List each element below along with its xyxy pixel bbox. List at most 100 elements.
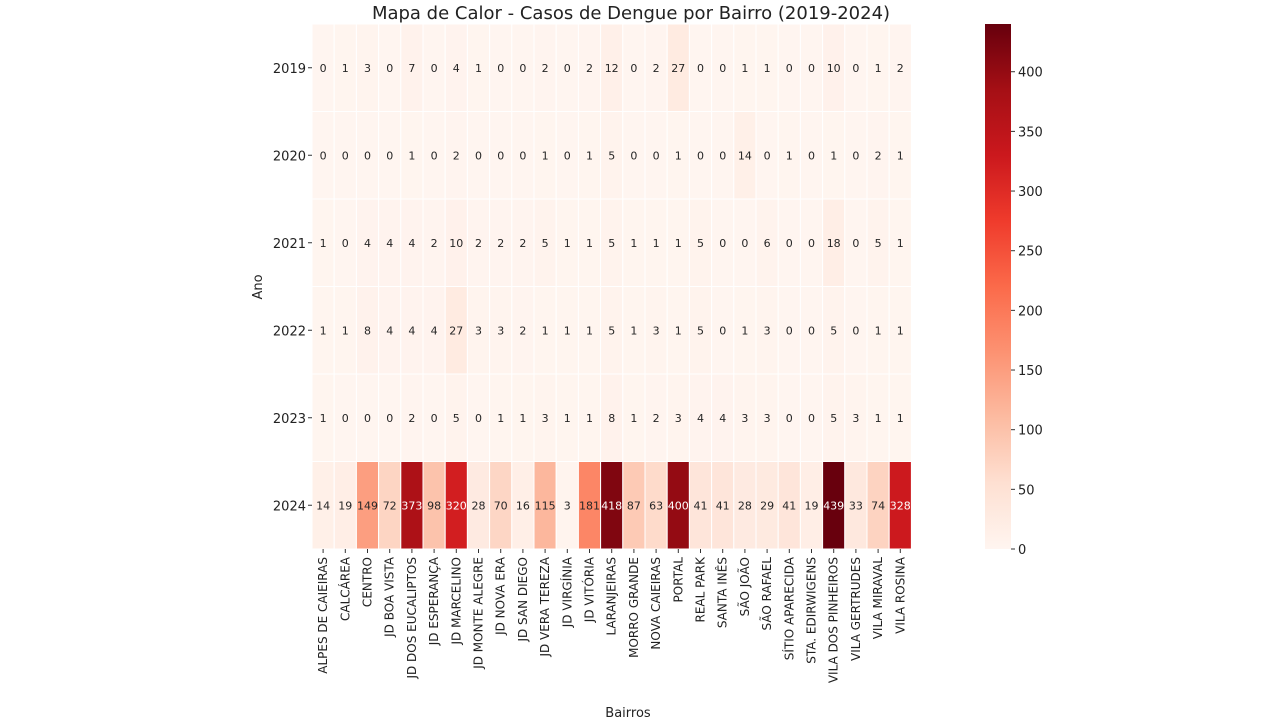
cell-value-label: 63 bbox=[649, 499, 663, 512]
x-tick-label: JD VERA TEREZA bbox=[538, 556, 552, 657]
cell-value-label: 1 bbox=[542, 324, 549, 337]
cell-value-label: 418 bbox=[601, 499, 622, 512]
cell-value-label: 5 bbox=[697, 324, 704, 337]
x-tick-label: REAL PARK bbox=[694, 556, 708, 623]
cell-value-label: 0 bbox=[719, 324, 726, 337]
cell-value-label: 41 bbox=[694, 499, 708, 512]
cell-value-label: 2 bbox=[431, 237, 438, 250]
cell-value-label: 3 bbox=[852, 412, 859, 425]
cell-value-label: 2 bbox=[475, 237, 482, 250]
cell-value-label: 5 bbox=[608, 237, 615, 250]
cell-value-label: 0 bbox=[697, 62, 704, 75]
x-tick-label: CALCÁREA bbox=[337, 556, 352, 621]
cell-value-label: 0 bbox=[431, 149, 438, 162]
cell-value-label: 1 bbox=[675, 237, 682, 250]
colorbar-tick-label: 400 bbox=[1018, 66, 1043, 81]
cell-value-label: 1 bbox=[320, 324, 327, 337]
cell-value-label: 1 bbox=[675, 324, 682, 337]
cell-value-label: 2 bbox=[453, 149, 460, 162]
cell-value-label: 8 bbox=[608, 412, 615, 425]
cell-value-label: 0 bbox=[564, 149, 571, 162]
cell-value-label: 1 bbox=[519, 412, 526, 425]
cell-value-label: 0 bbox=[786, 324, 793, 337]
cell-value-label: 2 bbox=[653, 412, 660, 425]
y-tick-label: 2021 bbox=[273, 237, 306, 252]
cell-value-label: 0 bbox=[653, 149, 660, 162]
x-tick-label: SÃO JOÃO bbox=[737, 557, 752, 616]
chart-title: Mapa de Calor - Casos de Dengue por Bair… bbox=[372, 3, 890, 24]
cell-value-label: 373 bbox=[401, 499, 422, 512]
x-tick-label: VILA GERTRUDES bbox=[849, 557, 863, 661]
cell-value-label: 1 bbox=[630, 237, 637, 250]
cell-value-label: 3 bbox=[675, 412, 682, 425]
cell-value-label: 3 bbox=[764, 412, 771, 425]
cell-value-label: 2 bbox=[897, 62, 904, 75]
cell-value-label: 1 bbox=[875, 324, 882, 337]
y-tick-label: 2024 bbox=[273, 499, 306, 514]
cell-value-label: 2 bbox=[586, 62, 593, 75]
colorbar-tick-label: 300 bbox=[1018, 185, 1043, 200]
cell-value-label: 0 bbox=[808, 412, 815, 425]
cell-value-label: 16 bbox=[516, 499, 530, 512]
cell-value-label: 5 bbox=[608, 149, 615, 162]
cell-value-label: 0 bbox=[719, 149, 726, 162]
cell-value-label: 27 bbox=[449, 324, 463, 337]
cell-value-label: 2 bbox=[408, 412, 415, 425]
cell-value-label: 4 bbox=[408, 237, 415, 250]
x-axis-label: Bairros bbox=[605, 706, 651, 720]
cell-value-label: 3 bbox=[497, 324, 504, 337]
cell-value-label: 3 bbox=[764, 324, 771, 337]
cell-value-label: 41 bbox=[782, 499, 796, 512]
cell-value-label: 3 bbox=[475, 324, 482, 337]
cell-value-label: 0 bbox=[519, 62, 526, 75]
x-tick-label: JD DOS EUCALIPTOS bbox=[405, 557, 419, 680]
cell-value-label: 0 bbox=[475, 412, 482, 425]
x-tick-label: VILA DOS PINHEIROS bbox=[827, 557, 841, 683]
cell-value-label: 328 bbox=[890, 499, 911, 512]
cell-value-label: 0 bbox=[852, 149, 859, 162]
cell-value-label: 4 bbox=[408, 324, 415, 337]
colorbar bbox=[985, 24, 1011, 549]
cell-value-label: 0 bbox=[497, 149, 504, 162]
cell-value-label: 98 bbox=[427, 499, 441, 512]
cell-value-label: 0 bbox=[719, 62, 726, 75]
cell-value-label: 1 bbox=[564, 324, 571, 337]
x-tick-label: JD BOA VISTA bbox=[383, 556, 397, 638]
cell-value-label: 3 bbox=[741, 412, 748, 425]
cell-value-label: 1 bbox=[741, 62, 748, 75]
cell-value-label: 0 bbox=[786, 62, 793, 75]
colorbar-tick-label: 50 bbox=[1018, 483, 1035, 498]
x-tick-label: JD SAN DIEGO bbox=[516, 557, 530, 643]
cell-value-label: 1 bbox=[320, 412, 327, 425]
cell-value-label: 3 bbox=[542, 412, 549, 425]
cell-value-label: 0 bbox=[342, 149, 349, 162]
y-tick-label: 2019 bbox=[273, 62, 306, 77]
x-tick-label: SÃO RAFAEL bbox=[759, 557, 774, 631]
cell-value-label: 0 bbox=[808, 149, 815, 162]
cell-value-label: 1 bbox=[564, 412, 571, 425]
x-tick-label: ALPES DE CAIEIRAS bbox=[316, 557, 330, 674]
cell-value-label: 0 bbox=[786, 412, 793, 425]
cell-value-label: 0 bbox=[808, 324, 815, 337]
x-tick-label: VILA MIRAVAL bbox=[871, 557, 885, 640]
cell-value-label: 27 bbox=[671, 62, 685, 75]
cell-value-label: 115 bbox=[535, 499, 556, 512]
cell-value-label: 5 bbox=[453, 412, 460, 425]
cell-value-label: 1 bbox=[653, 237, 660, 250]
cell-value-label: 72 bbox=[383, 499, 397, 512]
cell-value-label: 1 bbox=[741, 324, 748, 337]
heatmap-cells: 0 1 3 0 7 0 4 1 0 0 2 0 2 12 0 2 27 0 0 1 1 0 0 10 0 1 20 0 0 0 1 0 2 0 0 0… bbox=[311, 23, 912, 550]
cell-value-label: 3 bbox=[564, 499, 571, 512]
x-tick-label: LARANJEIRAS bbox=[605, 557, 619, 636]
cell-value-label: 1 bbox=[342, 62, 349, 75]
cell-value-label: 4 bbox=[386, 237, 393, 250]
cell-value-label: 1 bbox=[586, 149, 593, 162]
cell-value-label: 0 bbox=[630, 149, 637, 162]
cell-value-label: 0 bbox=[342, 237, 349, 250]
cell-value-label: 12 bbox=[605, 62, 619, 75]
cell-value-label: 0 bbox=[342, 412, 349, 425]
cell-value-label: 5 bbox=[875, 237, 882, 250]
cell-value-label: 3 bbox=[653, 324, 660, 337]
colorbar-tick-label: 250 bbox=[1018, 245, 1043, 260]
